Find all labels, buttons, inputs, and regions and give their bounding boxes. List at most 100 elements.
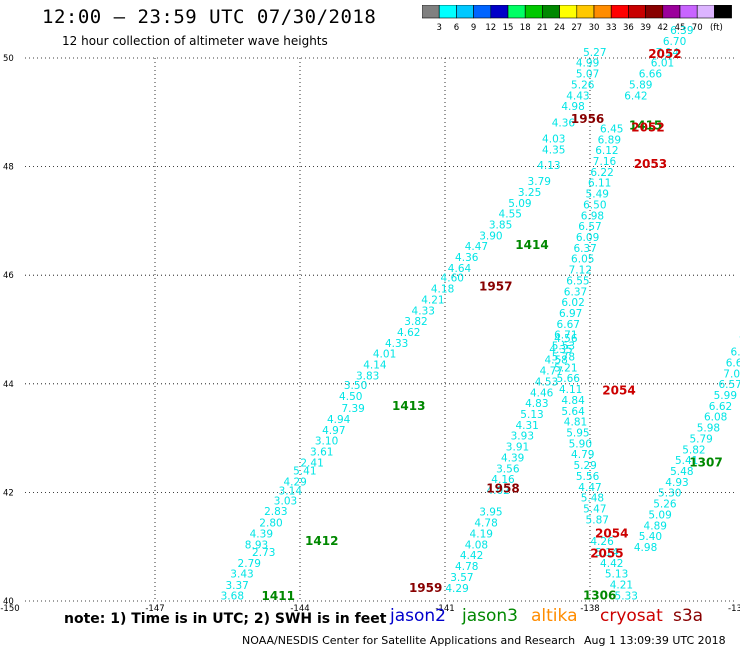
swh-point: 5.09 xyxy=(508,198,531,210)
pass-label-jason3: 1306 xyxy=(583,588,616,602)
colorbar-label: 24 xyxy=(554,23,565,33)
pass-label-s3a: 1959 xyxy=(409,581,442,595)
swh-point: 6.97 xyxy=(559,308,582,320)
swh-point: 7.12 xyxy=(569,265,592,277)
swh-point: 3.83 xyxy=(356,370,379,382)
swh-point: 5.27 xyxy=(583,47,606,59)
swh-point: 4.33 xyxy=(412,305,435,317)
colorbar-label: 42 xyxy=(657,23,668,33)
swh-point: 6.45 xyxy=(600,123,623,135)
swh-point: 6.67 xyxy=(557,319,580,331)
swh-point: 4.36 xyxy=(455,252,479,264)
swh-point: 2.80 xyxy=(259,518,282,530)
swh-point: 6.37 xyxy=(564,286,587,298)
swh-point: 4.16 xyxy=(491,474,515,486)
swh-point: 4.42 xyxy=(460,550,483,562)
swh-point: 5.48 xyxy=(581,493,604,505)
swh-point: 5.90 xyxy=(569,438,592,450)
swh-point: 3.90 xyxy=(479,230,502,242)
pass-label-jason3: 1412 xyxy=(305,534,338,548)
swh-point: 6.12 xyxy=(595,145,618,157)
swh-point: 5.26 xyxy=(571,79,595,91)
swh-point: 4.01 xyxy=(373,349,396,361)
pass-label-s3a: 1956 xyxy=(571,112,604,126)
swh-point: 4.42 xyxy=(600,558,623,570)
swh-point: 5.64 xyxy=(561,406,585,418)
colorbar-label: 9 xyxy=(471,23,476,33)
colorbar-label: 3 xyxy=(436,23,441,33)
swh-point: 5.13 xyxy=(605,569,628,581)
y-tick-label: 44 xyxy=(3,380,14,390)
swh-point: 5.95 xyxy=(566,427,589,439)
swh-point: 4.97 xyxy=(322,425,345,437)
pass-label-s3a: 1957 xyxy=(479,279,512,293)
swh-point: 7.14 xyxy=(656,47,680,59)
swh-point: 4.31 xyxy=(515,420,538,432)
swh-point: 5.07 xyxy=(576,69,599,81)
swh-point: 6.37 xyxy=(573,243,596,255)
legend-cryosat: cryosat xyxy=(600,606,663,626)
swh-point: 4.55 xyxy=(499,209,522,221)
swh-point: 4.56 xyxy=(554,333,578,345)
swh-point: 6.02 xyxy=(561,297,584,309)
swh-point: 2.41 xyxy=(300,457,323,469)
swh-point: 5.41 xyxy=(675,455,698,467)
swh-point: 4.29 xyxy=(445,583,468,595)
swh-point: 3.03 xyxy=(274,495,297,507)
colorbar-label: 45 xyxy=(675,23,686,33)
swh-point: 4.99 xyxy=(576,58,599,70)
swh-point: 5.99 xyxy=(714,390,737,402)
swh-point: 7.16 xyxy=(593,156,617,168)
colorbar-swatch xyxy=(714,5,732,19)
swh-point: 3.91 xyxy=(506,442,529,454)
pass-label-jason3: 1413 xyxy=(392,399,425,413)
swh-point: 4.39 xyxy=(501,452,524,464)
swh-point: 4.11 xyxy=(559,384,582,396)
swh-point: 4.03 xyxy=(542,134,565,146)
swh-point: 4.39 xyxy=(250,528,273,540)
x-tick-label: -13 xyxy=(728,604,740,614)
x-tick-label: -141 xyxy=(435,604,454,614)
colorbar-label: (ft) xyxy=(710,23,723,33)
swh-point: 5.41 xyxy=(293,465,316,477)
x-tick-label: -144 xyxy=(290,604,309,614)
swh-point: 4.78 xyxy=(455,561,478,573)
swh-point: 3.14 xyxy=(279,486,303,498)
swh-point: 7.39 xyxy=(341,403,364,415)
swh-point: 6.57 xyxy=(578,221,601,233)
swh-point: 3.50 xyxy=(344,380,367,392)
swh-point: 4.83 xyxy=(525,398,548,410)
swh-point: 3.93 xyxy=(511,431,534,443)
swh-point: 4.84 xyxy=(561,395,585,407)
swh-point: 4.77 xyxy=(540,366,563,378)
swh-point: 4.33 xyxy=(385,338,408,350)
swh-point: 5.53 xyxy=(552,341,575,353)
swh-point: 4.62 xyxy=(397,327,420,339)
swh-point: 6.08 xyxy=(704,412,727,424)
swh-point: 5.66 xyxy=(557,373,581,385)
swh-point: 4.60 xyxy=(441,273,464,285)
pass-label-jason3: 1411 xyxy=(262,589,295,603)
legend-jason2: jason2 xyxy=(390,606,446,626)
swh-point: 5.48 xyxy=(670,466,693,478)
swh-point: 6.22 xyxy=(590,167,613,179)
swh-point: 4.47 xyxy=(578,482,601,494)
pass-label-jason3: 1415 xyxy=(629,119,662,133)
swh-point: 4.46 xyxy=(530,387,554,399)
swh-point: 5.21 xyxy=(554,362,577,374)
y-tick-label: 46 xyxy=(3,271,14,281)
swh-point: 3.95 xyxy=(479,507,502,519)
swh-point: 2.79 xyxy=(238,558,261,570)
swh-point: 3.37 xyxy=(225,580,248,592)
colorbar-label: 21 xyxy=(537,23,548,33)
swh-point: 4.36 xyxy=(552,117,576,129)
swh-point: 3.79 xyxy=(528,176,551,188)
y-tick-label: 48 xyxy=(3,163,14,173)
swh-point: 4.29 xyxy=(283,476,306,488)
swh-point: 3.25 xyxy=(518,187,541,199)
swh-point: 5.30 xyxy=(658,488,681,500)
swh-point: 4.64 xyxy=(448,263,472,275)
swh-point: 4.21 xyxy=(421,294,444,306)
x-tick-label: -147 xyxy=(145,604,164,614)
